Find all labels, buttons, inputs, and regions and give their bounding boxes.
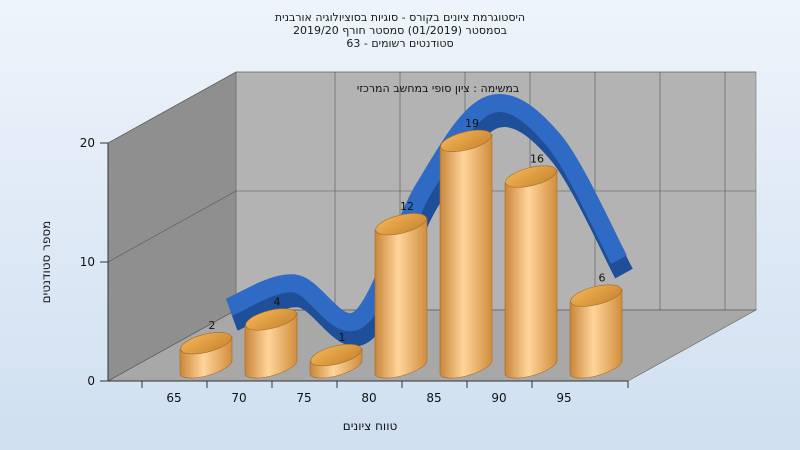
grid-line bbox=[107, 309, 237, 382]
bar-body bbox=[569, 288, 623, 379]
y-tick-label: 10 bbox=[80, 255, 95, 269]
bar: 4 bbox=[244, 295, 298, 379]
chart-title-line-2: בסמסטר (01/2019) סמסטר חורף 2019/20 bbox=[293, 24, 507, 37]
bar: 1 bbox=[309, 331, 363, 379]
x-tick-label: 85 bbox=[426, 391, 441, 405]
chart-title-line-1: היסטוגרמת ציונים בקורס - סוגיות בסוציולו… bbox=[274, 11, 526, 24]
bar: 19 bbox=[439, 117, 493, 379]
bar-cap bbox=[375, 213, 427, 236]
grid-line bbox=[107, 71, 237, 144]
bar-cap bbox=[245, 308, 297, 331]
x-tick-label: 90 bbox=[491, 391, 506, 405]
bar-cap bbox=[180, 332, 232, 355]
y-axis-label: מספר סטודנטים bbox=[39, 221, 53, 304]
bar-body bbox=[439, 134, 493, 379]
bar: 16 bbox=[504, 153, 558, 379]
data-label: 2 bbox=[209, 319, 216, 332]
bar-cap bbox=[310, 344, 362, 367]
chart-annotation: במשימה : ציון סופי במחשב המרכזי bbox=[357, 82, 520, 95]
bar-cap bbox=[505, 165, 557, 188]
x-tick-label: 95 bbox=[556, 391, 571, 405]
data-label: 4 bbox=[274, 295, 281, 308]
data-label: 1 bbox=[339, 331, 346, 344]
bar-body bbox=[504, 169, 558, 379]
data-label: 16 bbox=[530, 153, 544, 166]
data-label: 12 bbox=[400, 200, 414, 213]
data-label: 6 bbox=[599, 272, 606, 285]
x-tick-label: 80 bbox=[361, 391, 376, 405]
trend-curve bbox=[225, 94, 627, 331]
x-axis-label: טווח ציונים bbox=[343, 419, 398, 433]
bar: 6 bbox=[569, 272, 623, 379]
data-label: 19 bbox=[465, 117, 479, 130]
bar-body bbox=[374, 217, 428, 379]
x-tick-label: 75 bbox=[296, 391, 311, 405]
y-tick-label: 0 bbox=[87, 374, 95, 388]
y-tick-label: 20 bbox=[80, 136, 95, 150]
x-tick-label: 70 bbox=[231, 391, 246, 405]
grid-line bbox=[107, 190, 237, 263]
bar: 12 bbox=[374, 200, 428, 379]
bar-cap bbox=[570, 284, 622, 307]
bar: 2 bbox=[179, 319, 233, 379]
bar-cap bbox=[440, 129, 492, 152]
x-tick-label: 65 bbox=[166, 391, 181, 405]
chart-title-line-3: סטודנטים רשומים - 63 bbox=[346, 37, 454, 50]
